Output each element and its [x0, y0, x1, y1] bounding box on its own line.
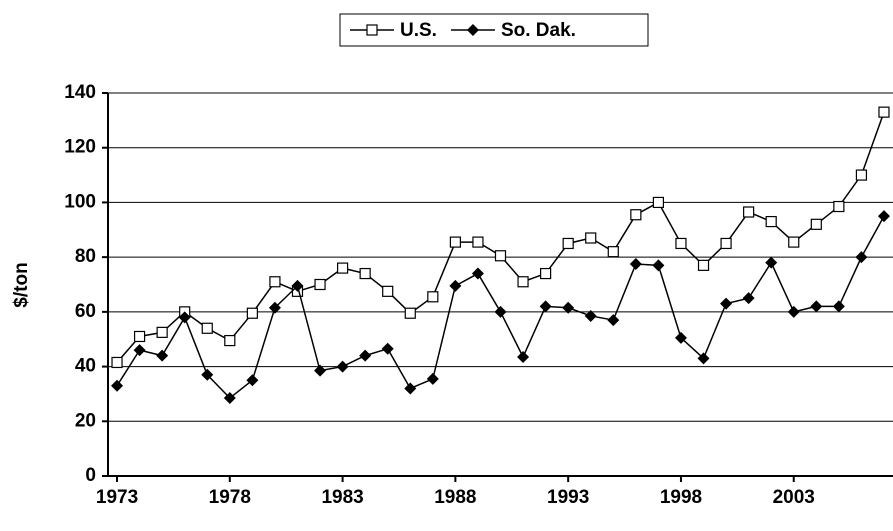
marker: [674, 331, 687, 344]
marker: [178, 311, 191, 324]
marker: [449, 236, 461, 248]
marker: [314, 364, 327, 377]
y-tick-label: 0: [85, 465, 96, 486]
marker: [381, 342, 394, 355]
y-tick-label: 140: [64, 82, 96, 103]
marker: [630, 209, 642, 221]
legend-label: U.S.: [400, 20, 437, 41]
marker: [494, 305, 507, 318]
y-tick-label: 100: [64, 191, 96, 212]
marker: [652, 196, 665, 209]
marker: [743, 206, 755, 218]
marker: [156, 349, 169, 362]
marker: [833, 200, 845, 213]
marker: [787, 305, 800, 318]
marker: [720, 237, 732, 250]
y-tick-label: 40: [75, 356, 96, 377]
marker: [585, 232, 597, 244]
marker: [540, 267, 552, 280]
marker: [765, 215, 777, 228]
marker: [111, 379, 124, 392]
x-tick-label: 2003: [773, 487, 815, 508]
marker: [291, 279, 304, 292]
marker: [426, 372, 439, 385]
marker: [472, 236, 484, 248]
marker: [855, 169, 868, 181]
marker: [652, 259, 665, 272]
marker: [404, 382, 417, 395]
marker: [466, 24, 479, 36]
marker: [629, 257, 642, 270]
x-tick-label: 1988: [434, 487, 476, 508]
marker: [832, 300, 845, 313]
marker: [788, 236, 800, 248]
x-tick-label: 1973: [96, 487, 138, 508]
marker: [517, 276, 529, 288]
marker: [359, 349, 372, 362]
marker: [336, 262, 349, 274]
marker: [810, 300, 823, 313]
marker: [878, 106, 890, 118]
marker: [855, 251, 868, 264]
series-line: [116, 111, 885, 363]
marker: [404, 307, 416, 319]
marker: [133, 344, 146, 357]
marker: [246, 307, 258, 319]
legend-label: So. Dak.: [501, 20, 576, 41]
y-tick-label: 80: [75, 246, 96, 267]
marker: [314, 278, 326, 291]
marker: [607, 246, 619, 258]
marker: [562, 237, 574, 250]
marker: [697, 352, 710, 365]
marker: [359, 267, 371, 280]
marker: [539, 300, 552, 313]
marker: [336, 360, 349, 373]
marker: [494, 250, 507, 262]
marker: [584, 309, 597, 322]
marker: [133, 330, 146, 343]
marker: [810, 218, 822, 230]
marker: [517, 350, 530, 363]
marker: [269, 276, 281, 288]
y-tick-label: 120: [64, 137, 96, 158]
y-axis-label: $/ton: [11, 262, 32, 307]
marker: [607, 314, 620, 327]
marker: [675, 237, 687, 250]
marker: [201, 368, 214, 381]
marker: [765, 256, 778, 269]
marker: [246, 374, 259, 387]
x-tick-label: 1983: [321, 487, 363, 508]
x-tick-label: 1998: [660, 487, 702, 508]
marker: [224, 334, 236, 347]
marker: [449, 279, 462, 292]
marker: [471, 267, 484, 280]
marker: [111, 356, 123, 369]
marker: [201, 322, 213, 334]
y-tick-label: 20: [75, 410, 96, 431]
x-tick-label: 1978: [209, 487, 251, 508]
marker: [366, 24, 378, 36]
marker: [720, 297, 733, 310]
marker: [877, 210, 890, 223]
y-tick-label: 60: [75, 301, 96, 322]
x-tick-label: 1993: [547, 487, 589, 508]
marker: [156, 326, 168, 338]
marker: [382, 285, 394, 297]
marker: [427, 291, 439, 303]
marker: [697, 259, 710, 271]
marker: [223, 392, 236, 405]
marker: [742, 292, 755, 305]
marker: [562, 301, 575, 314]
marker: [268, 301, 281, 314]
